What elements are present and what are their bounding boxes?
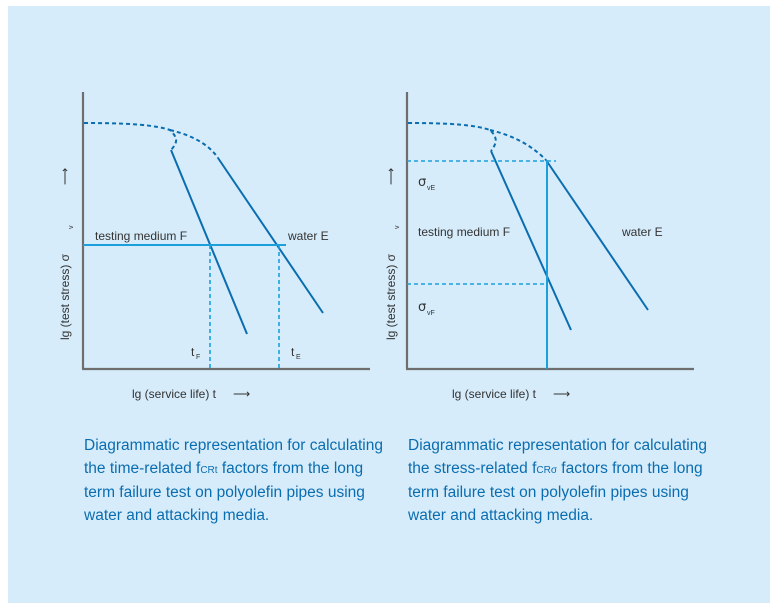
right-y-axis-sub: v <box>394 225 401 229</box>
left-caption-symbol-sub: CRt <box>200 464 218 476</box>
left-line-medium-f <box>170 149 248 335</box>
left-te-label: t <box>291 345 295 359</box>
left-diagram: testing medium F water E t F t E lg (tes… <box>58 92 370 401</box>
left-curve-e-dashed-top <box>169 129 219 159</box>
left-x-axis-label: lg (service life) t <box>132 387 217 401</box>
left-caption-text-before: Diagrammatic representation for calculat… <box>84 437 383 477</box>
right-medium-label: testing medium F <box>418 225 510 239</box>
left-x-arrow: ⟶ <box>233 387 250 401</box>
right-line-water-e <box>545 159 649 311</box>
right-sigma-f-label: σ <box>418 300 426 315</box>
left-curve-f-dashed-top <box>83 122 178 151</box>
right-sigma-e-sub: vE <box>427 185 436 192</box>
right-caption-symbol: f <box>532 459 537 477</box>
right-x-arrow: ⟶ <box>553 387 570 401</box>
left-y-axis-label: lg (test stress) σ <box>58 253 72 340</box>
right-caption: Diagrammatic representation for calculat… <box>408 435 723 527</box>
left-caption-text-after: factors from the long term failure test … <box>84 459 365 524</box>
right-y-arrow: ⟶ <box>384 168 398 185</box>
left-water-label: water E <box>287 229 329 243</box>
right-sigma-f-sub: vF <box>427 310 435 317</box>
right-caption-symbol-sub: CRσ <box>536 464 557 476</box>
right-sigma-e-label: σ <box>418 175 426 190</box>
left-te-sub: E <box>296 354 301 361</box>
right-curve-f-dashed-top <box>407 122 497 152</box>
right-x-axis-label: lg (service life) t <box>452 387 537 401</box>
figure-panel <box>8 6 770 603</box>
right-diagram: testing medium F water E σ vE σ vF lg (t… <box>384 92 694 401</box>
right-y-axis-label: lg (test stress) σ <box>384 253 398 340</box>
left-line-water-e <box>217 157 324 314</box>
left-caption-symbol: f <box>196 459 201 477</box>
left-medium-label: testing medium F <box>95 229 187 243</box>
right-caption-text-after: factors from the long term failure test … <box>408 459 703 524</box>
right-line-medium-f <box>490 150 572 331</box>
left-tf-label: t <box>191 345 195 359</box>
left-y-arrow: ⟶ <box>58 168 72 185</box>
left-y-axis-sub: v <box>68 225 75 229</box>
right-curve-e-dashed-top <box>489 129 547 161</box>
left-caption: Diagrammatic representation for calculat… <box>84 435 384 527</box>
right-caption-text-before: Diagrammatic representation for calculat… <box>408 437 707 477</box>
right-water-label: water E <box>621 225 663 239</box>
left-tf-sub: F <box>196 354 200 361</box>
